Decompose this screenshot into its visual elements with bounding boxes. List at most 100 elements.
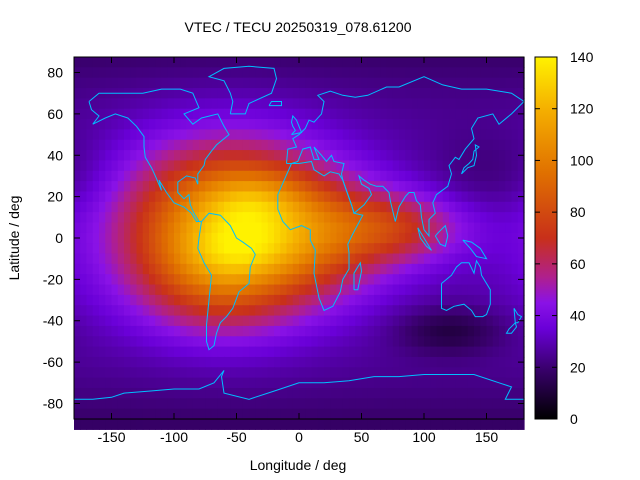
heatmap-cell xyxy=(111,57,119,68)
heatmap-cell xyxy=(355,119,363,130)
heatmap-cell xyxy=(249,212,256,224)
heatmap-cell xyxy=(99,212,106,224)
heatmap-cell xyxy=(267,367,275,379)
heatmap-cell xyxy=(117,77,125,89)
heatmap-cell xyxy=(486,336,494,348)
heatmap-cell xyxy=(86,108,94,120)
heatmap-cell xyxy=(199,232,206,244)
x-axis-label: Longitude / deg xyxy=(250,457,347,473)
heatmap-cell xyxy=(267,377,275,389)
heatmap-cell xyxy=(142,119,150,130)
heatmap-cell xyxy=(492,274,500,286)
heatmap-cell xyxy=(430,325,438,337)
heatmap-cell xyxy=(449,222,456,234)
heatmap-cell xyxy=(161,305,169,317)
heatmap-cell xyxy=(80,274,88,286)
heatmap-cell xyxy=(399,336,406,348)
heatmap-cell xyxy=(124,212,131,224)
heatmap-cell xyxy=(249,387,256,399)
heatmap-cell xyxy=(461,191,469,203)
heatmap-cell xyxy=(267,57,275,68)
heatmap-cell xyxy=(449,325,456,337)
heatmap-cell xyxy=(86,181,94,193)
heatmap-cell xyxy=(342,212,350,224)
heatmap-cell xyxy=(511,139,519,151)
heatmap-cell xyxy=(155,67,163,79)
heatmap-cell xyxy=(255,274,263,286)
heatmap-cell xyxy=(461,129,469,141)
heatmap-cell xyxy=(330,377,338,389)
heatmap-cell xyxy=(199,419,206,430)
heatmap-cell xyxy=(205,67,213,79)
y-tick-label: 20 xyxy=(47,189,63,205)
heatmap-cell xyxy=(242,305,250,317)
heatmap-cell xyxy=(199,150,206,162)
heatmap-cell xyxy=(467,346,475,358)
heatmap-cell xyxy=(342,305,350,317)
heatmap-cell xyxy=(461,263,469,275)
heatmap-cell xyxy=(286,108,294,120)
heatmap-cell xyxy=(330,212,338,224)
heatmap-cell xyxy=(380,305,388,317)
heatmap-cell xyxy=(80,284,88,296)
heatmap-cell xyxy=(130,325,138,337)
heatmap-cell xyxy=(436,191,444,203)
heatmap-cell xyxy=(324,325,331,337)
heatmap-cell xyxy=(505,98,513,110)
heatmap-cell xyxy=(386,263,394,275)
heatmap-cell xyxy=(386,408,394,420)
heatmap-cell xyxy=(392,222,400,234)
heatmap-cell xyxy=(186,212,194,224)
heatmap-cell xyxy=(480,377,488,389)
heatmap-cell xyxy=(374,170,381,182)
heatmap-cell xyxy=(411,139,419,151)
heatmap-cell xyxy=(236,129,244,141)
heatmap-cell xyxy=(186,57,194,68)
heatmap-cell xyxy=(274,377,281,389)
heatmap-cell xyxy=(117,212,125,224)
heatmap-cell xyxy=(517,294,525,306)
heatmap-cell xyxy=(455,150,463,162)
heatmap-cell xyxy=(405,274,413,286)
heatmap-cell xyxy=(305,201,313,213)
heatmap-cell xyxy=(399,294,406,306)
heatmap-cell xyxy=(249,98,256,110)
heatmap-cell xyxy=(161,67,169,79)
heatmap-cell xyxy=(167,243,175,255)
heatmap-cell xyxy=(130,263,138,275)
heatmap-cell xyxy=(86,253,94,265)
heatmap-cell xyxy=(299,212,306,224)
heatmap-cell xyxy=(461,98,469,110)
heatmap-cell xyxy=(349,325,356,337)
heatmap-cell xyxy=(211,150,219,162)
heatmap-cell xyxy=(367,119,375,130)
heatmap-cell xyxy=(211,67,219,79)
heatmap-cell xyxy=(205,346,213,358)
heatmap-cell xyxy=(349,377,356,389)
heatmap-cell xyxy=(105,67,113,79)
heatmap-cell xyxy=(411,398,419,410)
heatmap-cell xyxy=(386,88,394,99)
heatmap-cell xyxy=(499,377,506,389)
heatmap-cell xyxy=(186,408,194,420)
heatmap-cell xyxy=(311,284,319,296)
heatmap-cell xyxy=(124,191,131,203)
heatmap-cell xyxy=(386,108,394,120)
heatmap-cell xyxy=(124,305,131,317)
heatmap-cell xyxy=(424,419,431,430)
heatmap-cell xyxy=(217,67,225,79)
heatmap-cell xyxy=(305,88,313,99)
heatmap-cell xyxy=(374,212,381,224)
heatmap-cell xyxy=(211,119,219,130)
heatmap-cell xyxy=(274,408,281,420)
heatmap-cell xyxy=(424,232,431,244)
heatmap-cell xyxy=(249,325,256,337)
heatmap-cell xyxy=(149,315,156,327)
heatmap-cell xyxy=(299,243,306,255)
heatmap-cell xyxy=(336,139,344,151)
heatmap-cell xyxy=(461,160,469,172)
heatmap-cell xyxy=(274,222,281,234)
heatmap-cell xyxy=(136,325,144,337)
heatmap-cell xyxy=(299,160,306,172)
heatmap-cell xyxy=(405,201,413,213)
